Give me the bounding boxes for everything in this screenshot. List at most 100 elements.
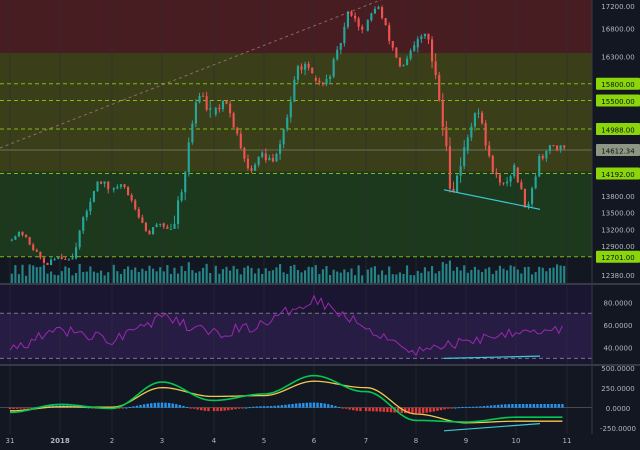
macd-histogram-bar — [19, 407, 22, 409]
time-axis-bg — [0, 435, 640, 446]
volume-bar — [498, 265, 501, 283]
candle — [395, 47, 398, 58]
macd-histogram-bar — [30, 407, 33, 409]
volume-bar — [563, 265, 566, 283]
volume-bar — [293, 264, 296, 283]
macd-histogram-bar — [489, 405, 493, 408]
time-tick-label: 9 — [464, 437, 468, 445]
macd-histogram-bar — [379, 407, 382, 412]
macd-histogram-bar — [291, 403, 294, 408]
macd-histogram-bar — [421, 407, 425, 414]
macd-histogram-bar — [135, 405, 139, 408]
candle — [155, 224, 158, 228]
candle — [466, 137, 469, 151]
volume-bar — [35, 267, 38, 283]
candle — [194, 102, 197, 124]
macd-histogram-bar — [500, 404, 503, 408]
candle — [445, 126, 448, 147]
volume-bar — [191, 270, 194, 283]
volume-bar — [17, 274, 20, 283]
candle — [286, 117, 289, 130]
volume-bar — [127, 266, 130, 283]
macd-tick-label: 0.0000 — [606, 405, 631, 413]
volume-bar — [423, 267, 426, 283]
volume-bar — [343, 269, 346, 283]
volume-bar — [406, 265, 409, 283]
candle — [513, 165, 516, 177]
macd-histogram-bar — [277, 405, 280, 408]
candle — [441, 100, 444, 127]
volume-bar — [441, 262, 444, 283]
macd-histogram-bar — [475, 406, 478, 408]
macd-histogram-bar — [344, 407, 348, 409]
candle — [506, 181, 509, 184]
volume-bar — [541, 267, 544, 283]
candle — [459, 166, 462, 176]
macd-histogram-bar — [486, 405, 489, 408]
volume-bar — [25, 275, 28, 283]
volume-bar — [438, 271, 441, 283]
volume-bar — [300, 272, 303, 283]
macd-histogram-bar — [312, 402, 316, 408]
candle — [92, 190, 95, 202]
macd-histogram-bar — [364, 407, 368, 412]
macd-histogram-bar — [482, 406, 486, 408]
macd-histogram-bar — [280, 405, 284, 408]
macd-histogram-bar — [189, 407, 192, 409]
price-tick-label: 12380.00 — [601, 272, 634, 280]
candle — [452, 188, 455, 193]
volume-bar — [531, 274, 534, 283]
volume-bar — [39, 266, 42, 283]
volume-bar — [413, 275, 416, 283]
macd-histogram-bar — [248, 407, 251, 409]
candle — [205, 96, 208, 110]
macd-histogram-bar — [241, 407, 244, 409]
volume-bar — [229, 270, 232, 283]
candle — [218, 107, 221, 110]
candle — [221, 100, 224, 110]
candle — [57, 257, 60, 259]
volume-bar — [346, 272, 349, 283]
candle — [159, 223, 162, 225]
volume-bar — [89, 266, 92, 283]
candle — [509, 176, 512, 182]
candle — [502, 182, 505, 184]
price-zones — [0, 0, 592, 257]
candle — [559, 145, 562, 151]
macd-histogram-bar — [223, 407, 226, 411]
candle — [71, 258, 74, 260]
volume-bar — [538, 266, 541, 283]
price-tick-label: 15800.00 — [601, 81, 634, 89]
macd-histogram-bar — [150, 403, 153, 408]
candle — [339, 43, 342, 50]
candle — [82, 217, 85, 231]
candle — [448, 146, 451, 189]
macd-histogram-bar — [203, 407, 207, 411]
macd-histogram-bar — [90, 407, 94, 409]
macd-histogram-bar — [536, 404, 539, 408]
macd-histogram-bar — [425, 407, 428, 413]
macd-histogram-bar — [192, 407, 196, 409]
candle — [116, 186, 119, 189]
volume-bar — [21, 264, 24, 283]
candle — [402, 65, 405, 67]
macd-histogram-bar — [521, 404, 525, 408]
volume-bar — [452, 270, 455, 283]
volume-bar — [202, 267, 205, 283]
volume-bar — [123, 269, 126, 283]
macd-histogram-bar — [171, 403, 174, 408]
macd-histogram-bar — [368, 407, 371, 412]
macd-histogram-bar — [457, 407, 461, 409]
candle — [427, 33, 430, 40]
macd-histogram-bar — [23, 407, 26, 409]
candle — [545, 151, 548, 159]
candle — [552, 145, 555, 147]
volume-bar — [445, 263, 448, 283]
time-tick-label: 8 — [414, 437, 418, 445]
candle — [307, 63, 310, 68]
channel-line — [0, 0, 383, 149]
volume-bar — [552, 267, 555, 283]
price-tick-label: 16800.00 — [601, 25, 634, 33]
macd-histogram-bar — [464, 406, 468, 408]
macd-histogram-bar — [287, 404, 291, 408]
